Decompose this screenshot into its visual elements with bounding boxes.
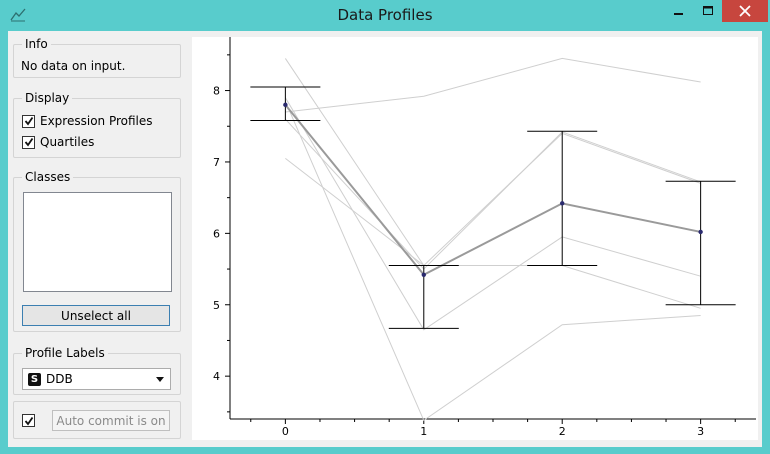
auto-commit-button[interactable]: Auto commit is on (52, 410, 170, 431)
unselect-all-button[interactable]: Unselect all (22, 305, 170, 326)
profile-chart: 4 5 6 7 8 0 1 2 3 (213, 37, 756, 438)
minimize-icon (674, 13, 683, 15)
mean-point (283, 102, 288, 108)
mean-point (698, 229, 703, 235)
expression-profiles-label: Expression Profiles (40, 114, 153, 128)
title-bar[interactable]: Data Profiles (0, 0, 770, 32)
quartiles-label: Quartiles (40, 135, 95, 149)
classes-group: Classes Unselect all (13, 170, 181, 332)
profile-labels-group: Profile Labels S DDB (13, 346, 181, 395)
expression-profile-line (285, 118, 701, 270)
profile-labels-value: DDB (46, 372, 73, 386)
quartiles-checkbox[interactable]: Quartiles (22, 135, 94, 149)
client-area: Info No data on input. Display Expressio… (8, 31, 762, 447)
x-tick-label: 2 (559, 425, 566, 438)
x-tick-label: 3 (697, 425, 704, 438)
mean-point (421, 272, 426, 277)
checkmark-icon (24, 416, 33, 425)
close-button[interactable] (722, 0, 768, 22)
info-text: No data on input. (21, 59, 126, 73)
display-title: Display (22, 91, 73, 105)
mean-profile-line (284, 104, 701, 277)
x-tick-label: 1 (420, 425, 427, 438)
display-group: Display Expression Profiles Quartiles (13, 91, 181, 158)
expression-profile-line (284, 97, 701, 331)
checkbox-box[interactable] (22, 114, 35, 128)
y-tick-label: 4 (213, 370, 220, 383)
x-tick-label: 0 (282, 425, 289, 438)
window-title: Data Profiles (337, 6, 433, 24)
info-title: Info (22, 37, 51, 51)
chevron-down-icon (156, 376, 164, 382)
profile-labels-title: Profile Labels (22, 346, 108, 360)
auto-commit-checkbox[interactable] (22, 414, 35, 427)
y-tick-label: 7 (213, 156, 220, 169)
classes-listbox[interactable] (23, 192, 172, 292)
classes-title: Classes (22, 170, 74, 184)
commit-group: Auto commit is on (13, 401, 181, 439)
close-icon (739, 5, 751, 17)
app-icon (10, 8, 26, 22)
maximize-button[interactable] (694, 0, 722, 22)
expression-profile-line (285, 57, 701, 113)
string-variable-icon: S (28, 372, 41, 386)
info-group: Info No data on input. (13, 37, 181, 78)
y-tick-label: 5 (213, 299, 220, 312)
expression-profile-line (284, 101, 701, 422)
minimize-button[interactable] (664, 0, 694, 22)
maximize-icon (702, 6, 713, 15)
expression-profile-line (285, 157, 701, 309)
checkmark-icon (24, 137, 33, 147)
y-tick-label: 6 (213, 227, 220, 240)
y-tick-label: 8 (213, 85, 220, 98)
profile-plot[interactable]: 4 5 6 7 8 0 1 2 3 (192, 37, 758, 440)
mean-point (560, 201, 565, 206)
expression-profiles-checkbox[interactable]: Expression Profiles (22, 114, 153, 128)
profile-labels-combo[interactable]: S DDB (22, 368, 171, 390)
checkmark-icon (24, 116, 33, 126)
expression-profile-line (284, 58, 701, 267)
checkbox-box[interactable] (22, 135, 35, 149)
